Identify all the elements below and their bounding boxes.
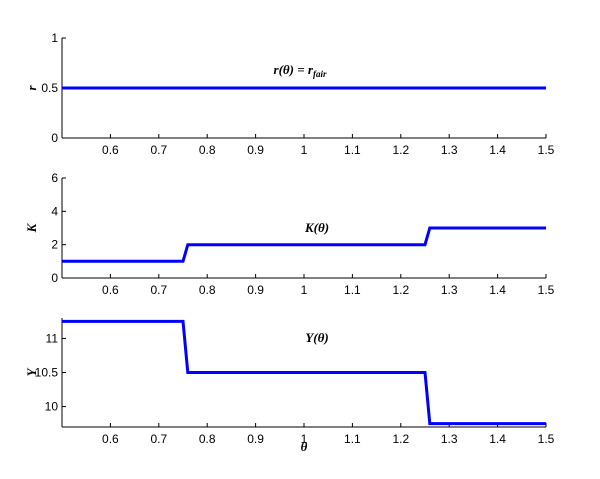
x-tick-label: 0.7 xyxy=(150,432,167,446)
x-tick-label: 1.5 xyxy=(538,283,555,297)
x-tick-label: 0.7 xyxy=(150,143,167,157)
y-tick-label: 6 xyxy=(51,171,58,185)
x-tick-label: 1.4 xyxy=(489,283,506,297)
y-tick-label: 4 xyxy=(51,204,58,218)
plot-annotation: r(θ) = rfair xyxy=(274,62,327,79)
x-tick-label: 0.7 xyxy=(150,283,167,297)
y-tick-label: 10.5 xyxy=(35,366,59,380)
y-tick-label: 0 xyxy=(51,131,58,145)
x-tick-label: 0.9 xyxy=(247,432,264,446)
x-tick-label: 1.1 xyxy=(344,432,361,446)
x-tick-label: 1.2 xyxy=(392,143,409,157)
x-tick-label: 0.6 xyxy=(102,143,119,157)
series-line xyxy=(62,319,546,426)
y-tick-label: 0 xyxy=(51,271,58,285)
subplot-1: 0.6 0.7 0.8 0.9 1 1.1 1.2 1.3 1.4 1.5 0 0.5 1 r r(θ) =… xyxy=(24,31,555,157)
x-tick-label: 0.6 xyxy=(102,432,119,446)
y-tick-label: 1 xyxy=(51,31,58,45)
x-tick-label: 1.4 xyxy=(489,143,506,157)
series-line xyxy=(62,226,546,263)
subplot-2: 0.6 0.7 0.8 0.9 1 1.1 1.2 1.3 1.4 1.5 0 2 4 6 K K(θ) xyxy=(24,171,555,297)
x-tick-label: 1.3 xyxy=(441,143,458,157)
x-tick-label: 1.3 xyxy=(441,283,458,297)
x-tick-label: 1.1 xyxy=(344,283,361,297)
subplot-3: 0.6 0.7 0.8 0.9 1 1.1 1.2 1.3 1.4 1.5 10 10.5 11 Y Y(θ… xyxy=(24,318,555,454)
x-tick-label: 1.2 xyxy=(392,432,409,446)
x-tick-label: 1 xyxy=(301,143,308,157)
y-tick-label: 10 xyxy=(45,400,59,414)
x-axis-label: θ xyxy=(301,439,308,454)
y-tick-label: 11 xyxy=(46,331,59,345)
y-tick-label: 2 xyxy=(51,238,58,252)
y-axis-label: K xyxy=(24,222,39,233)
x-tick-label: 0.9 xyxy=(247,143,264,157)
y-axis-label: Y xyxy=(24,367,39,376)
annotation-subscript: fair xyxy=(313,69,327,79)
x-tick-label: 0.6 xyxy=(102,283,119,297)
plot-annotation: Y(θ) xyxy=(305,330,328,345)
x-tick-label: 1.5 xyxy=(538,432,555,446)
x-tick-label: 1.3 xyxy=(441,432,458,446)
y-axis-label: r xyxy=(24,85,39,91)
x-tick-label: 0.8 xyxy=(199,143,216,157)
plot-annotation: K(θ) xyxy=(304,220,329,235)
x-tick-label: 1 xyxy=(301,283,308,297)
y-tick-label: 0.5 xyxy=(41,81,58,95)
x-tick-label: 1.2 xyxy=(392,283,409,297)
x-tick-label: 1 xyxy=(301,432,308,446)
x-tick-label: 1.4 xyxy=(489,432,506,446)
x-tick-label: 0.9 xyxy=(247,283,264,297)
x-tick-label: 0.8 xyxy=(199,432,216,446)
x-tick-label: 0.8 xyxy=(199,283,216,297)
annotation-main: r(θ) = r xyxy=(274,62,314,77)
x-tick-label: 1.1 xyxy=(344,143,361,157)
x-tick-label: 1.5 xyxy=(538,143,555,157)
